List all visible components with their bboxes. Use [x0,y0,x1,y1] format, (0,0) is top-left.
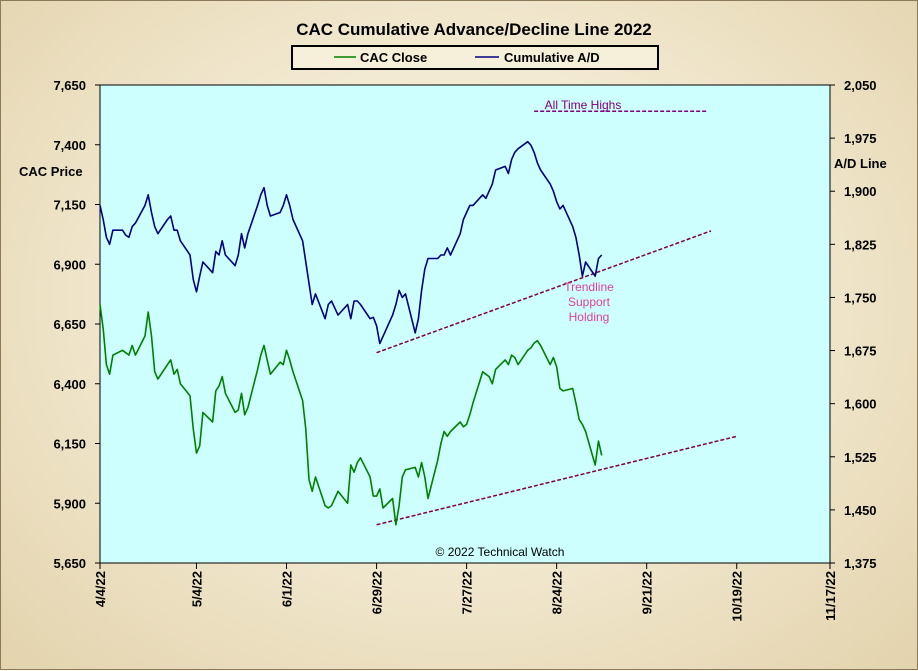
y-right-axis-label: A/D Line [834,156,887,171]
y-left-tick-label: 7,400 [53,138,86,153]
y-left-tick-label: 5,900 [53,496,86,511]
y-right-tick-label: 1,975 [844,131,877,146]
legend-label-cumulative-ad: Cumulative A/D [504,50,600,65]
y-left-tick-label: 7,150 [53,198,86,213]
x-tick-label: 6/1/22 [280,571,295,607]
x-tick-label: 5/4/22 [189,571,204,607]
y-right-tick-label: 1,675 [844,344,877,359]
x-ticks: 4/4/22 5/4/22 6/1/22 6/29/22 7/27/22 8/24/22 9… [93,563,838,622]
series-line-cac-close [99,304,603,526]
series [99,140,603,526]
y-left-tick-label: 6,150 [53,437,86,452]
y-right-tick-label: 2,050 [844,78,877,93]
chart-title: CAC Cumulative Advance/Decline Line 2022 [296,20,652,39]
x-tick-label: 11/17/22 [823,571,838,621]
annotation-all-time-highs: All Time Highs [545,98,622,112]
y-right-tick-label: 1,750 [844,290,877,305]
y-right-tick-label: 1,450 [844,503,877,518]
series-line-cumulative-ad [99,140,603,345]
y-right-tick-label: 1,525 [844,450,877,465]
copyright-notice: © 2022 Technical Watch [436,545,565,559]
y-right-tick-label: 1,900 [844,184,877,199]
legend: CAC Close Cumulative A/D [291,45,659,70]
y-left-axis-label: CAC Price [19,164,83,179]
x-tick-label: 8/24/22 [550,571,565,614]
y-right-tick-label: 1,600 [844,397,877,412]
annotation-trendline-2: Support [568,295,611,309]
x-tick-label: 4/4/22 [93,571,108,607]
y-left-tick-label: 6,650 [53,317,86,332]
y-right-tick-label: 1,375 [844,556,877,571]
x-tick-label: 10/19/22 [730,571,745,622]
x-tick-label: 7/27/22 [460,571,475,614]
y-left-tick-label: 7,650 [53,78,86,93]
y-left-ticks: 7,650 7,400 7,150 6,900 6,650 6,400 6,150 5,900… [53,78,100,571]
x-tick-label: 6/29/22 [370,571,385,614]
x-tick-label: 9/21/22 [640,571,655,614]
y-right-tick-label: 1,825 [844,237,877,252]
plot-area [99,84,831,564]
trendline-2 [376,435,737,526]
y-left-tick-label: 6,900 [53,257,86,272]
legend-label-cac-close: CAC Close [360,50,427,65]
y-left-tick-label: 6,400 [53,377,86,392]
y-left-tick-label: 5,650 [53,556,86,571]
annotation-trendline-1: Trendline [564,280,614,294]
y-right-ticks: 2,050 1,975 1,900 1,825 1,750 1,675 1,600 1,525… [830,78,877,571]
trendlines [376,110,737,526]
trendline-1 [376,230,712,354]
annotation-trendline-3: Holding [569,310,610,324]
